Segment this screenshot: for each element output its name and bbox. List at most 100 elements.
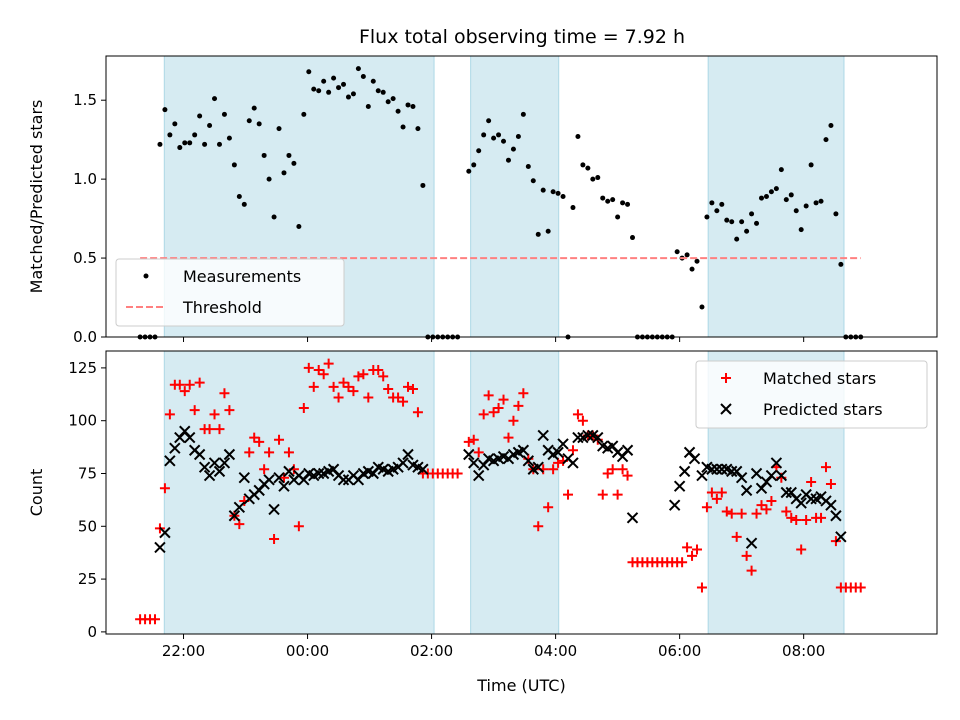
matched-stars-point	[468, 434, 479, 445]
predicted-stars-point	[193, 448, 206, 461]
measurement-point	[818, 198, 824, 204]
matched-stars-point	[493, 403, 504, 414]
matched-stars-point	[214, 424, 225, 435]
measurement-point	[828, 122, 834, 128]
measurement-point	[256, 121, 262, 127]
matched-stars-point	[548, 464, 559, 475]
matched-stars-point	[498, 394, 509, 405]
measurement-point	[326, 89, 332, 95]
measurement-point	[605, 198, 611, 204]
predicted-stars-point	[468, 457, 480, 469]
measurement-point	[823, 137, 829, 143]
predicted-stars-point	[830, 510, 842, 522]
measurement-point	[525, 164, 531, 170]
measurement-point	[768, 189, 774, 195]
predicted-stars-point	[557, 438, 569, 450]
predicted-stars-point	[706, 463, 718, 475]
predicted-stars-point	[745, 537, 758, 549]
measurement-point	[719, 201, 725, 207]
measurement-point	[365, 104, 371, 110]
measurement-point	[172, 121, 178, 127]
matched-stars-point	[567, 445, 578, 456]
measurement-point	[341, 81, 347, 87]
y-tick-label: 25	[78, 570, 97, 588]
matched-stars-point	[816, 512, 827, 523]
measurement-point	[415, 126, 421, 132]
y-tick-label: 1.5	[73, 91, 97, 109]
measurement-point	[684, 252, 690, 258]
measurement-point	[246, 118, 252, 124]
measurement-point	[162, 107, 168, 113]
matched-stars-point	[323, 358, 334, 369]
predicted-stars-point	[673, 480, 686, 492]
predicted-stars-point	[770, 457, 783, 469]
matched-stars-point	[184, 379, 195, 390]
measurement-point	[212, 96, 218, 102]
measurement-point	[833, 211, 839, 217]
predicted-stars-point	[233, 501, 246, 513]
matched-stars-point	[373, 365, 384, 376]
bottom-panel-counts: 0 25 50 75 100 125 22:00 00:00 02:00 04:00 06:00 08…	[27, 350, 938, 695]
measurement-point	[625, 201, 631, 207]
predicted-stars-point	[775, 469, 788, 482]
matched-stars-point	[283, 447, 294, 458]
matched-stars-point	[174, 379, 185, 390]
measurement-point	[739, 219, 745, 225]
measurement-point	[266, 176, 272, 182]
matched-stars-point	[318, 369, 329, 380]
y-axis-label: Matched/Predicted stars	[27, 100, 46, 294]
measurement-point	[704, 214, 710, 220]
legend-label: Threshold	[182, 298, 262, 317]
predicted-stars-point	[337, 474, 350, 486]
matched-stars-point	[452, 468, 463, 479]
measurement-point	[585, 165, 591, 171]
measurement-point	[187, 140, 193, 146]
predicted-stars-point	[238, 472, 251, 484]
measurement-point	[729, 219, 735, 225]
measurement-point	[316, 88, 322, 94]
measurement-point	[360, 74, 366, 80]
measurement-point	[420, 182, 426, 188]
matched-stars-point	[403, 381, 414, 392]
measurement-point	[216, 141, 222, 147]
predicted-stars-point	[750, 467, 763, 480]
predicted-stars-point	[417, 463, 429, 475]
y-tick-label: 100	[68, 412, 97, 430]
matched-stars-point	[543, 502, 554, 513]
measurement-point	[590, 176, 596, 182]
x-tick-label: 02:00	[410, 642, 453, 660]
measurement-point	[157, 141, 163, 147]
matched-stars-point	[483, 390, 494, 401]
matched-stars-point	[274, 434, 285, 445]
y-tick-label: 50	[78, 517, 97, 535]
matched-stars-point	[746, 565, 757, 576]
predicted-stars-point	[572, 431, 584, 444]
matched-stars-point	[761, 504, 772, 515]
matched-stars-point	[711, 493, 722, 504]
measurement-point	[167, 132, 173, 138]
measurement-point	[803, 203, 809, 209]
measurement-point	[321, 78, 327, 84]
predicted-stars-point	[696, 469, 708, 482]
matched-stars-point	[478, 409, 489, 420]
measurement-point	[306, 69, 312, 75]
measurement-point	[286, 152, 292, 158]
measurement-point	[505, 157, 511, 163]
matched-stars-point	[398, 396, 409, 407]
y-tick-label: 0	[87, 623, 97, 641]
predicted-stars-point	[592, 431, 604, 444]
measurement-point	[207, 122, 213, 128]
predicted-stars-point	[169, 442, 181, 454]
measurement-point	[241, 201, 247, 207]
predicted-stars-point	[522, 455, 535, 467]
predicted-stars-point	[825, 499, 837, 511]
matched-stars-point	[806, 476, 817, 487]
matched-stars-point	[622, 470, 633, 481]
predicted-stars-point	[223, 448, 236, 461]
measurement-point	[535, 231, 541, 237]
matched-stars-point	[293, 521, 304, 532]
predicted-stars-point	[567, 457, 579, 469]
legend-label: Predicted stars	[763, 400, 883, 419]
predicted-stars-point	[668, 499, 681, 511]
